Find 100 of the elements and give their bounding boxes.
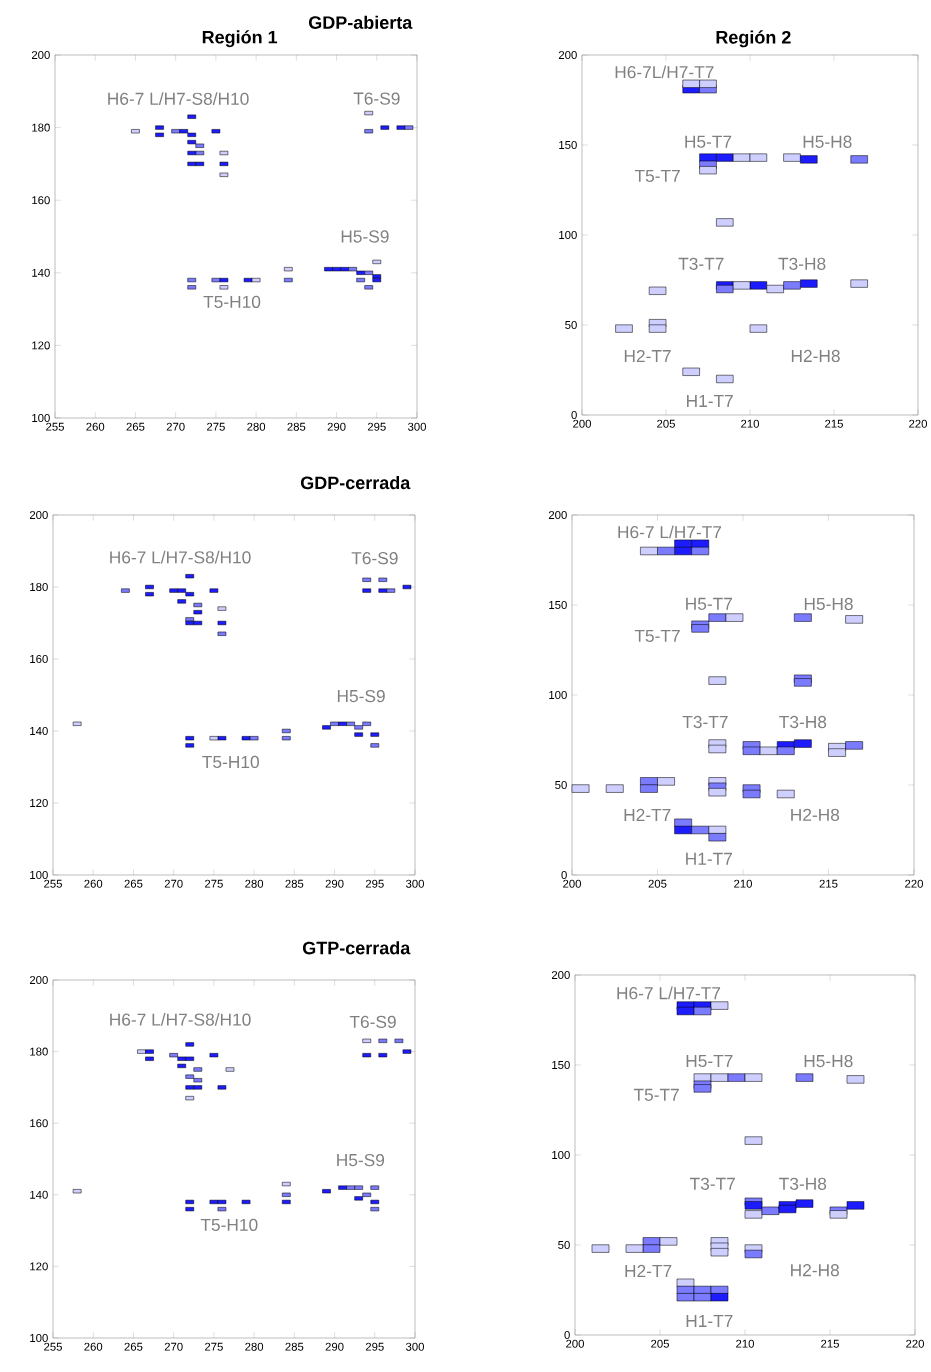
y-tick-label: 180 [30, 1047, 48, 1056]
x-tick-label: 295 [367, 422, 386, 431]
annotation: H5-H8 [803, 135, 852, 148]
x-tick-label: 200 [573, 419, 591, 428]
annotation: T5-H10 [203, 295, 261, 308]
annotation: T5-T7 [633, 1088, 679, 1101]
y-tick-label: 100 [559, 230, 577, 239]
x-tick-label: 220 [905, 879, 923, 888]
x-tick-label: 300 [405, 1342, 424, 1351]
y-tick-label: 0 [571, 410, 577, 419]
y-tick-label: 150 [559, 140, 577, 149]
x-tick-label: 210 [741, 419, 759, 428]
y-tick-label: 200 [548, 510, 567, 519]
y-tick-label: 140 [30, 726, 48, 735]
annotation: H6-7 L/H7-S8/H10 [110, 550, 251, 564]
x-tick-label: 215 [821, 1339, 839, 1348]
y-tick-label: 0 [561, 870, 567, 879]
y-tick-label: 160 [30, 654, 48, 663]
x-tick-label: 220 [909, 419, 927, 428]
x-tick-label: 275 [205, 879, 223, 888]
x-tick-label: 260 [86, 422, 105, 431]
annotation: T6-S9 [351, 552, 398, 565]
x-tick-label: 280 [245, 1342, 264, 1351]
x-tick-label: 270 [164, 1342, 183, 1351]
annotation: H6-7 L/H7-T7 [617, 986, 721, 1000]
x-tick-label: 265 [126, 422, 145, 431]
y-tick-label: 160 [32, 196, 50, 205]
y-tick-label: 150 [552, 1060, 570, 1069]
y-tick-label: 150 [549, 600, 567, 609]
x-tick-label: 285 [287, 422, 306, 431]
x-tick-label: 255 [44, 1342, 62, 1351]
annotation: H5-S9 [337, 1153, 385, 1167]
annotation: H1-T7 [686, 852, 732, 865]
x-tick-label: 295 [365, 879, 384, 888]
annotation: T3-H8 [778, 257, 826, 270]
annotation: H5-T7 [686, 1054, 733, 1068]
y-tick-label: 120 [32, 341, 50, 350]
x-tick-label: 205 [648, 879, 667, 888]
chart-subtitle: Región 2 [716, 30, 791, 48]
x-tick-label: 260 [84, 1342, 103, 1351]
y-tick-label: 140 [30, 1190, 48, 1199]
x-tick-label: 260 [84, 879, 103, 888]
y-tick-label: 100 [552, 1150, 570, 1159]
x-tick-label: 275 [207, 422, 225, 431]
x-tick-label: 300 [405, 879, 424, 888]
annotation: H2-H8 [791, 349, 840, 363]
y-tick-label: 200 [31, 50, 50, 59]
y-tick-label: 200 [29, 510, 48, 519]
y-tick-label: 140 [32, 268, 50, 277]
x-tick-label: 265 [124, 1342, 143, 1351]
annotation: H2-H8 [791, 808, 840, 822]
y-tick-label: 180 [32, 123, 50, 132]
y-tick-label: 50 [565, 320, 577, 329]
y-tick-label: 200 [29, 975, 48, 984]
annotation: T5-T7 [634, 169, 680, 182]
x-tick-label: 300 [407, 422, 426, 431]
x-tick-label: 215 [825, 419, 843, 428]
annotation: H5-T7 [686, 597, 732, 610]
x-tick-label: 275 [205, 1342, 223, 1351]
annotation: T6-S9 [353, 92, 400, 105]
annotation: H6-7 L/H7-T7 [618, 525, 722, 539]
annotation: T3-T7 [682, 715, 728, 729]
y-tick-label: 100 [32, 413, 50, 422]
chart-title: GDP-cerrada [300, 475, 411, 490]
annotation: T5-H10 [200, 1218, 258, 1231]
chart-subtitle: Región 1 [202, 30, 278, 48]
x-tick-label: 210 [736, 1339, 754, 1348]
x-tick-label: 280 [245, 879, 264, 888]
annotation: T3-H8 [779, 715, 827, 729]
annotation: H6-7 L/H7-S8/H10 [108, 92, 249, 105]
x-tick-label: 285 [285, 1342, 304, 1351]
x-tick-label: 205 [657, 419, 675, 428]
y-tick-label: 160 [30, 1119, 48, 1128]
x-tick-label: 265 [124, 879, 143, 888]
x-tick-label: 290 [325, 879, 344, 888]
annotation: T3-T7 [678, 257, 724, 270]
x-tick-label: 255 [44, 879, 62, 888]
x-tick-label: 285 [285, 879, 304, 888]
annotation: T3-T7 [689, 1177, 735, 1190]
annotation: T3-H8 [779, 1177, 827, 1190]
y-tick-label: 50 [555, 780, 567, 789]
y-tick-label: 120 [30, 1262, 48, 1271]
y-tick-label: 180 [30, 582, 48, 591]
y-tick-label: 200 [551, 970, 570, 979]
x-tick-label: 215 [819, 879, 838, 888]
y-tick-label: 100 [30, 870, 48, 879]
annotation: H6-7 L/H7-S8/H10 [110, 1013, 251, 1026]
x-tick-label: 280 [247, 422, 266, 431]
y-tick-label: 50 [558, 1240, 570, 1249]
chart-title: GTP-cerrada [302, 941, 411, 955]
annotation: H2-H8 [791, 1264, 839, 1277]
annotation: T5-H10 [202, 755, 259, 769]
annotation: H1-T7 [687, 395, 733, 407]
x-tick-label: 205 [651, 1339, 669, 1348]
x-tick-label: 220 [906, 1339, 924, 1348]
x-tick-label: 290 [327, 422, 346, 431]
annotation: H2-T7 [624, 349, 671, 363]
annotation: H5-H8 [804, 597, 853, 611]
annotation: T5-T7 [634, 629, 680, 642]
y-tick-label: 100 [30, 1333, 48, 1342]
